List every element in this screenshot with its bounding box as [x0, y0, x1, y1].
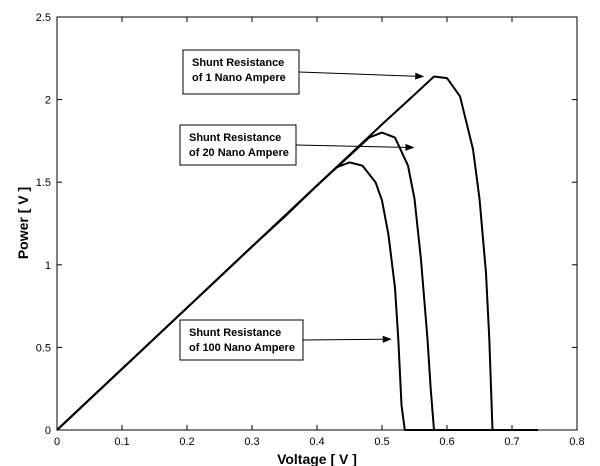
annotation-1: Shunt Resistance of 1 Nano Ampere — [182, 49, 425, 95]
y-axis-title: Power [ V ] — [15, 187, 31, 259]
annotation-box — [179, 124, 297, 166]
annotation-arrow — [298, 71, 423, 77]
y-tick-label: 2 — [45, 95, 51, 107]
annotation-line2: of 20 Nano Ampere — [189, 147, 289, 159]
annotation-line2: of 100 Nano Ampere — [189, 342, 295, 354]
annotation-arrow — [302, 338, 390, 341]
annotation-line1: Shunt Resistance — [192, 57, 284, 69]
y-tick-label: 1 — [45, 260, 51, 272]
x-tick-label: 0 — [54, 436, 60, 448]
plot-area — [57, 17, 577, 430]
x-axis-title: Voltage [ V ] — [277, 451, 357, 466]
x-tick-label: 0.2 — [179, 436, 194, 448]
annotation-line2: of 1 Nano Ampere — [192, 72, 286, 84]
annotation-line1: Shunt Resistance — [189, 327, 281, 339]
ticks-layer: 0 0.1 0.2 0.3 0.4 0.5 0.6 0.7 0.8 0 0.5 1 1.5 2 2.5 — [36, 12, 585, 448]
y-tick-label: 1.5 — [36, 177, 51, 189]
series-line-3 — [56, 75, 494, 431]
x-tick-label: 0.6 — [439, 436, 454, 448]
annotation-box — [179, 319, 304, 361]
annotation-3: Shunt Resistance of 100 Nano Ampere — [179, 319, 392, 361]
annotation-arrowhead — [415, 72, 425, 80]
annotation-box — [182, 49, 300, 95]
y-tick-label: 0 — [45, 425, 51, 437]
x-tick-label: 0.5 — [374, 436, 389, 448]
x-tick-label: 0.8 — [569, 436, 584, 448]
y-tick-label: 2.5 — [36, 12, 51, 24]
x-tick-label: 0.7 — [504, 436, 519, 448]
annotation-line1: Shunt Resistance — [189, 132, 281, 144]
y-tick-label: 0.5 — [36, 342, 51, 354]
annotation-2: Shunt Resistance of 20 Nano Ampere — [179, 124, 415, 166]
annotation-arrow — [295, 144, 413, 149]
annotation-arrowhead — [382, 335, 392, 343]
x-tick-label: 0.3 — [244, 436, 259, 448]
annotation-arrowhead — [405, 143, 415, 151]
x-tick-label: 0.4 — [309, 436, 324, 448]
x-tick-label: 0.1 — [114, 436, 129, 448]
series-layer — [56, 75, 538, 431]
